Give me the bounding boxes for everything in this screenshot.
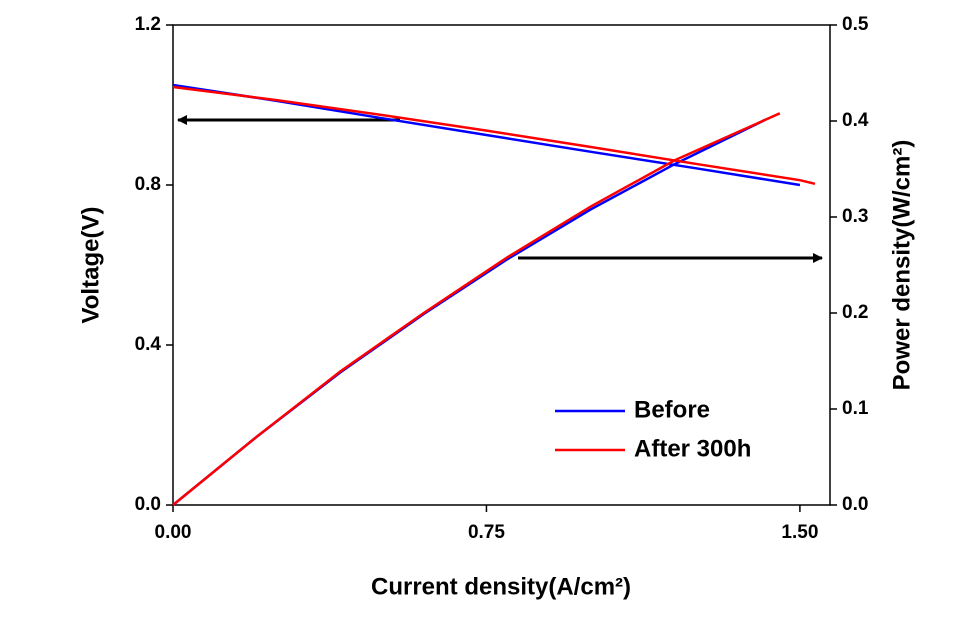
y2-tick-label: 0.1 [842,398,869,419]
y2-tick-label: 0.2 [842,302,868,323]
x-tick-label: 0.00 [155,522,192,543]
y-axis-title: Voltage(V) [77,207,104,324]
y2-axis-title: Power density(W/cm²) [888,140,915,391]
power-line [172,112,781,506]
legend-label: After 300h [634,435,751,462]
x-tick-label: 1.50 [781,522,818,543]
x-axis-title: Current density(A/cm²) [371,573,631,600]
y2-tick-label: 0.5 [842,14,869,35]
y2-tick-label: 0.4 [842,110,869,131]
y-tick-label: 1.2 [135,14,161,35]
y-tick-label: 0.0 [135,494,161,515]
plot-frame [172,24,831,506]
x-tick-label: 0.75 [468,522,505,543]
y2-tick-label: 0.0 [842,494,868,515]
legend-label: Before [634,396,710,423]
y-tick-label: 0.4 [135,334,162,355]
y-tick-label: 0.8 [135,174,161,195]
y2-tick-label: 0.3 [842,206,868,227]
voltage-line [172,85,816,186]
